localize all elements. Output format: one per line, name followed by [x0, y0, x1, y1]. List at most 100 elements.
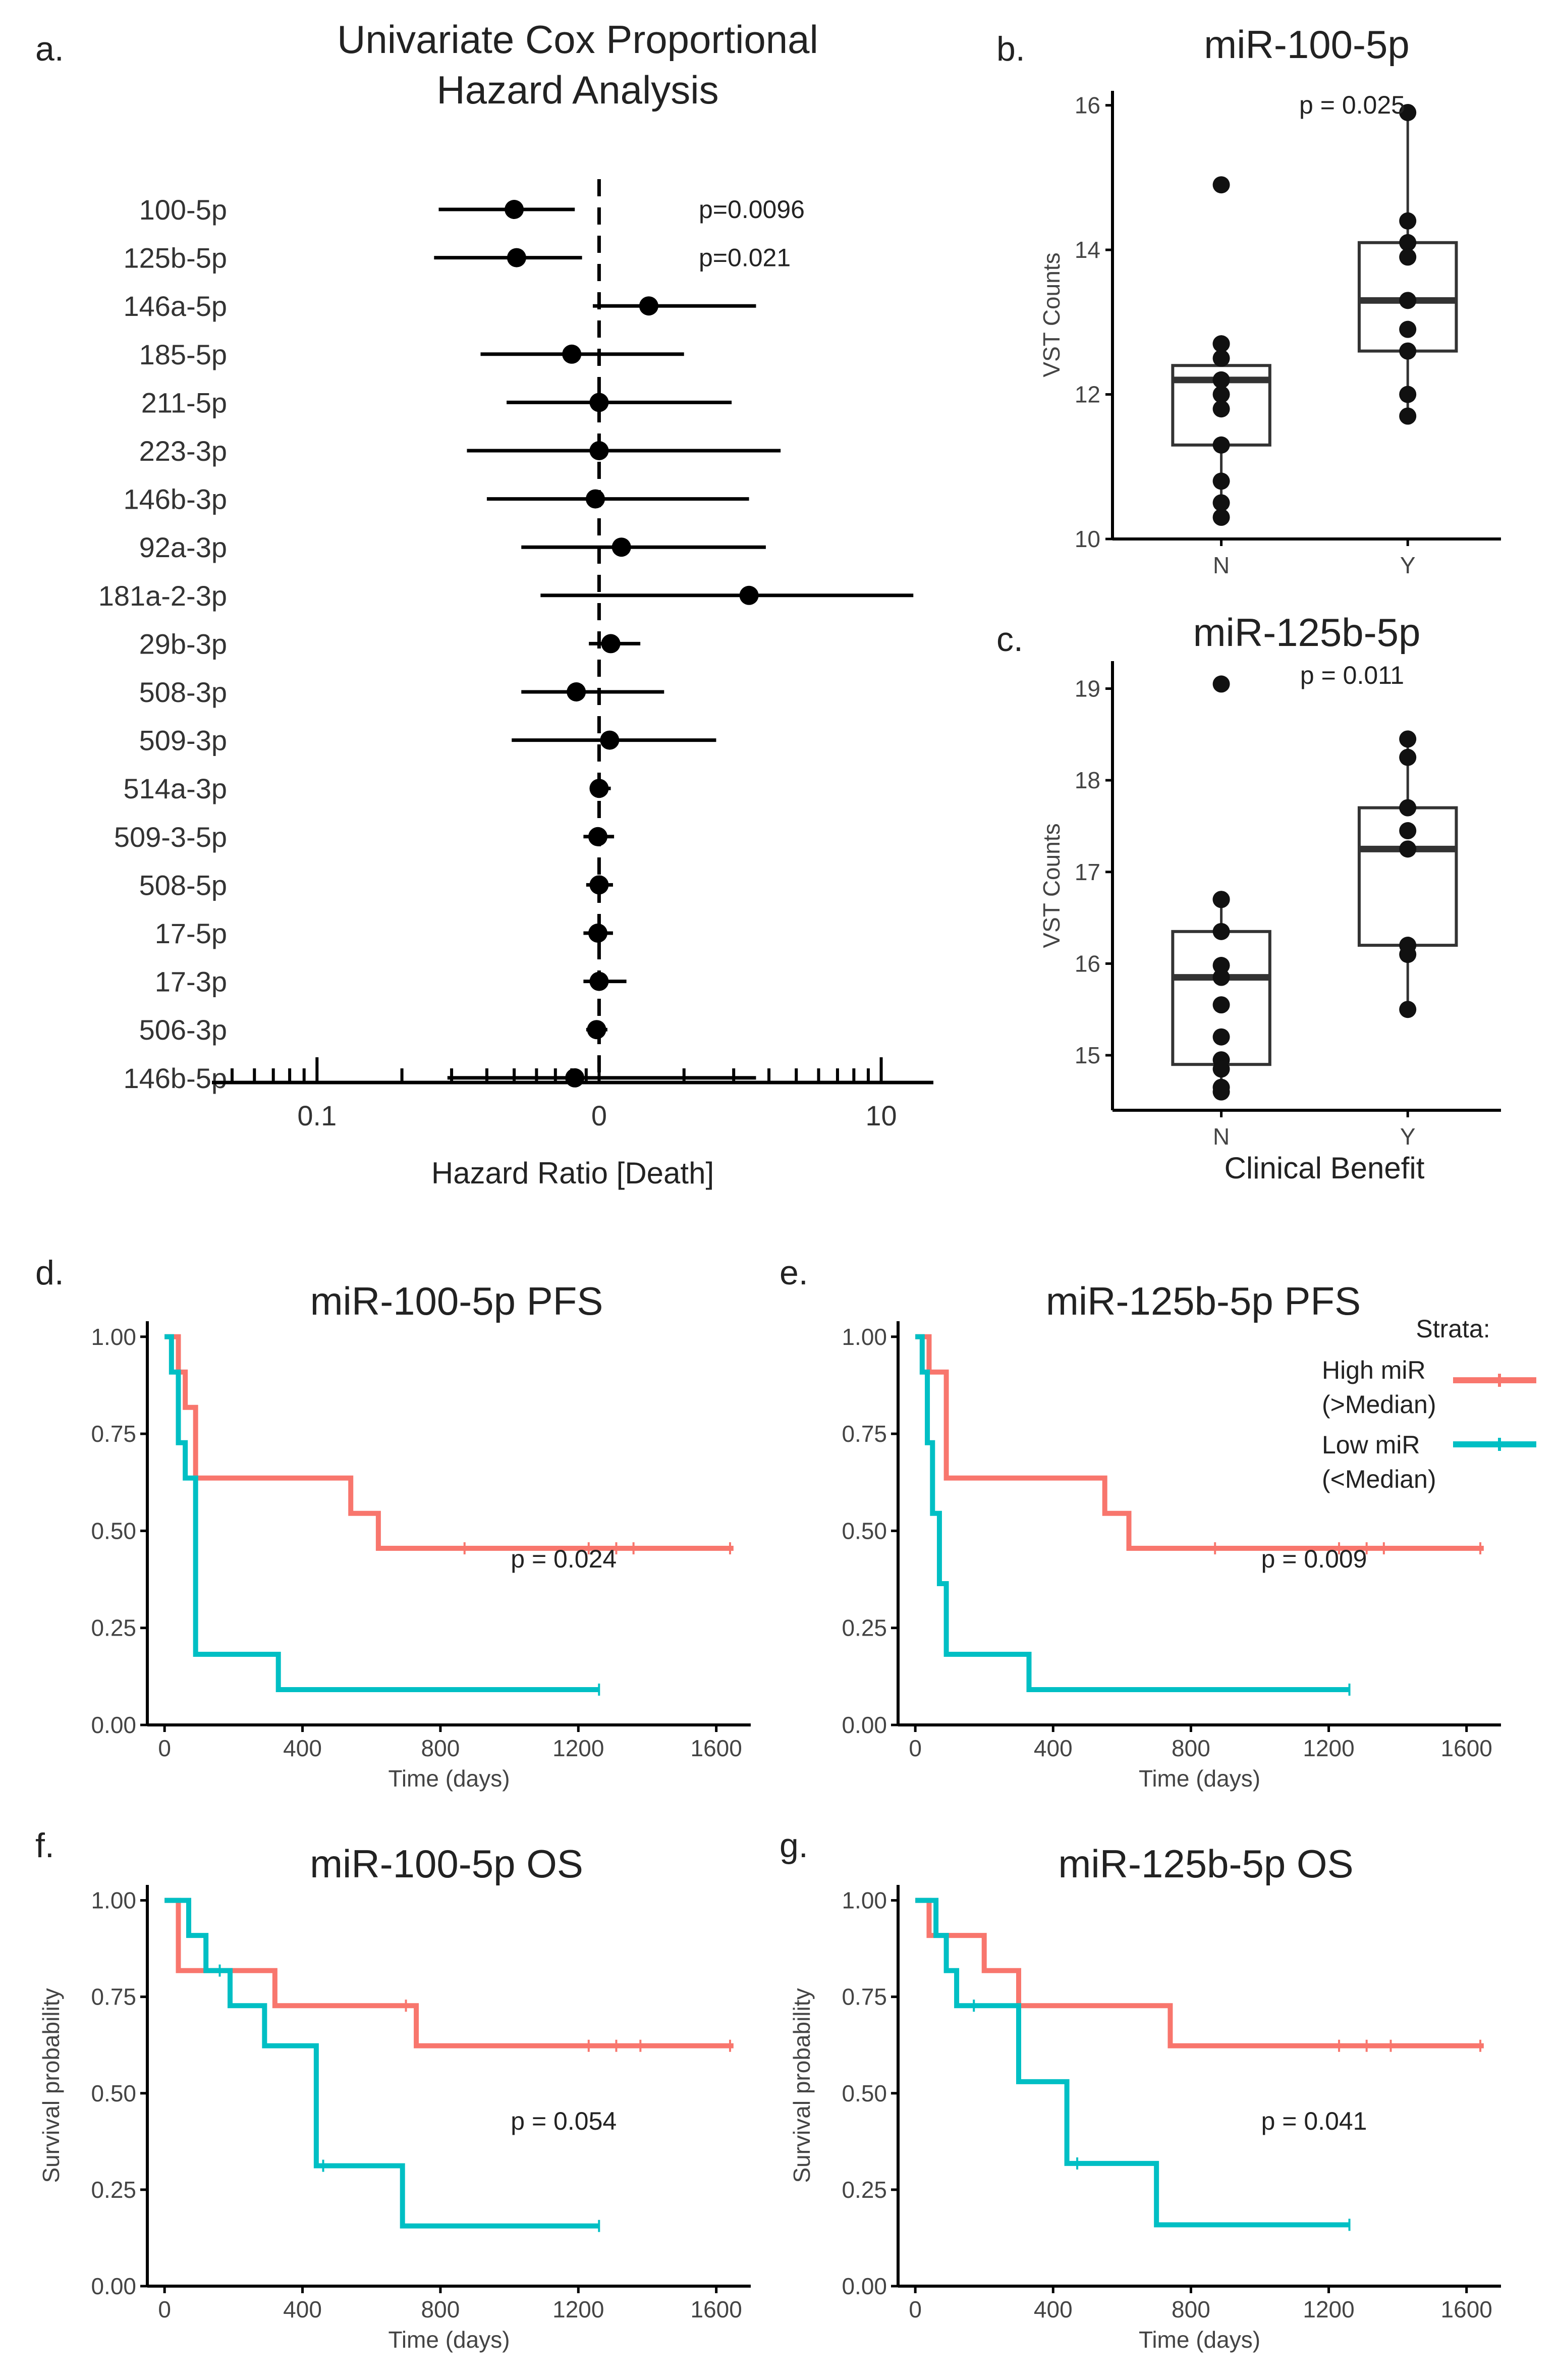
box-data-point — [1212, 1060, 1230, 1078]
forest-row-label: 146a-5p — [123, 290, 227, 322]
box-y-tick-label: 16 — [1075, 92, 1100, 119]
forest-point — [567, 682, 586, 701]
forest-point — [601, 634, 621, 654]
forest-row-label: 509-3p — [139, 725, 227, 756]
km-y-tick-label: 1.00 — [91, 1887, 136, 1914]
km-x-tick-label: 1200 — [1303, 2296, 1354, 2322]
box-y-tick-label: 16 — [1075, 950, 1100, 977]
km-x-tick-label: 1600 — [690, 2296, 742, 2322]
forest-row-label: 508-3p — [139, 676, 227, 708]
legend-high-line2: (>Median) — [1322, 1390, 1436, 1419]
forest-point — [562, 344, 582, 364]
box-data-point — [1212, 176, 1230, 194]
box-x-tick-label: N — [1213, 1123, 1230, 1150]
boxplot-c-title: miR-125b-5p — [1193, 610, 1421, 655]
km-x-tick-label: 0 — [158, 2296, 171, 2322]
km-y-tick-label: 0.00 — [91, 1712, 136, 1738]
box-data-point — [1212, 923, 1230, 940]
km-y-tick-label: 0.50 — [91, 2080, 136, 2106]
panel-letter-f: f. — [35, 1826, 54, 1865]
panel-letter-a: a. — [35, 30, 64, 68]
km-y-tick-label: 1.00 — [842, 1887, 887, 1914]
km-y-tick-label: 1.00 — [842, 1324, 887, 1350]
forest-row-label: 223-3p — [139, 435, 227, 467]
box-data-point — [1212, 371, 1230, 389]
box-data-point — [1399, 1001, 1417, 1018]
km-y-tick-label: 0.25 — [91, 1615, 136, 1641]
km-survival-curve — [164, 1898, 734, 2048]
forest-row-label: 509-3-5p — [114, 821, 227, 853]
forest-row-label: 185-5p — [139, 339, 227, 370]
forest-plot-area: 100-5p p=0.0096 125b-5p p=0.021 146a-5p 185-5… — [98, 179, 933, 1131]
box-data-point — [1399, 103, 1417, 121]
km-y-tick-label: 0.00 — [91, 2273, 136, 2299]
boxplot-panel-mir100: b. miR-100-5p 10 12 14 16 VST Counts N Yp = 0.… — [996, 22, 1501, 578]
forest-row-label: 17-5p — [155, 917, 227, 949]
box-data-point — [1212, 509, 1230, 526]
box-data-point — [1212, 1083, 1230, 1101]
panel-letter-d: d. — [35, 1254, 64, 1292]
km-x-tick-label: 1600 — [1441, 1735, 1492, 1761]
box-data-point — [1399, 320, 1417, 338]
forest-p-value: p=0.021 — [699, 244, 791, 272]
panel-letter-c: c. — [996, 620, 1023, 659]
forest-point — [589, 393, 609, 412]
box-data-point — [1399, 248, 1417, 266]
box-p-value: p = 0.025 — [1299, 91, 1405, 119]
box-y-tick-label: 14 — [1075, 237, 1100, 263]
km-x-tick-label: 400 — [283, 1735, 322, 1761]
km-d-title: miR-100-5p PFS — [310, 1279, 603, 1323]
km-x-tick-label: 0 — [158, 1735, 171, 1761]
forest-point — [589, 441, 609, 460]
km-panel-mir125b-pfs: e. miR-125b-5p PFS 0.000.250.500.751.000… — [780, 1254, 1536, 1792]
km-y-tick-label: 0.00 — [842, 1712, 887, 1738]
forest-title-line-1: Univariate Cox Proportional — [337, 17, 818, 62]
km-x-axis-label: Time (days) — [388, 2327, 510, 2353]
km-x-tick-label: 0 — [909, 2296, 922, 2322]
km-y-tick-label: 0.25 — [842, 2177, 887, 2203]
forest-title-line-2: Hazard Analysis — [436, 68, 718, 112]
box-data-point — [1212, 349, 1230, 367]
km-x-axis-label: Time (days) — [388, 1765, 510, 1792]
boxplot-c-area: 15 16 17 18 19 VST Counts N Yp = 0.011 — [1038, 661, 1501, 1150]
km-y-tick-label: 0.50 — [842, 1518, 887, 1544]
legend-high-line1: High miR — [1322, 1356, 1426, 1384]
box-y-tick-label: 17 — [1075, 859, 1100, 885]
box-data-point — [1212, 386, 1230, 403]
legend-low-line2: (<Median) — [1322, 1465, 1436, 1493]
km-x-tick-label: 400 — [1034, 2296, 1073, 2322]
km-p-value: p = 0.024 — [511, 1545, 617, 1573]
forest-row-label: 17-3p — [155, 966, 227, 998]
box-data-point — [1399, 386, 1417, 403]
km-y-tick-label: 0.25 — [91, 2177, 136, 2203]
km-survival-curve — [164, 1334, 599, 1692]
panel-letter-e: e. — [780, 1254, 808, 1292]
forest-row-label: 508-5p — [139, 869, 227, 901]
box-data-point — [1399, 799, 1417, 817]
boxplot-b-title: miR-100-5p — [1204, 22, 1409, 67]
box-y-axis-label: VST Counts — [1038, 823, 1065, 948]
box-data-point — [1399, 407, 1417, 425]
km-y-tick-label: 0.50 — [91, 1518, 136, 1544]
strata-legend: Strata: High miR (>Median) Low miR (<Med… — [1322, 1315, 1536, 1493]
boxplot-panel-mir125b: c. miR-125b-5p 15 16 17 18 19 VST Counts N Yp =… — [996, 610, 1501, 1185]
km-y-axis-label: Survival probability — [38, 1988, 64, 2183]
panel-letter-b: b. — [996, 30, 1025, 68]
km-p-value: p = 0.009 — [1261, 1545, 1367, 1573]
km-survival-curve — [915, 1898, 1484, 2048]
km-y-tick-label: 0.75 — [91, 1421, 136, 1447]
km-x-tick-label: 800 — [421, 2296, 460, 2322]
forest-point — [589, 971, 609, 991]
km-x-axis-label: Time (days) — [1139, 2327, 1260, 2353]
forest-p-value: p=0.0096 — [699, 195, 805, 224]
km-y-tick-label: 0.00 — [842, 2273, 887, 2299]
km-f-title: miR-100-5p OS — [310, 1842, 583, 1886]
km-panel-mir100-pfs: d. miR-100-5p PFS 0.00 0.25 0.50 0.75 1.00 0 4… — [35, 1254, 751, 1792]
forest-point — [739, 585, 759, 605]
km-g-title: miR-125b-5p OS — [1058, 1842, 1353, 1886]
box-data-point — [1212, 400, 1230, 418]
box-data-point — [1212, 675, 1230, 693]
km-x-axis-label: Time (days) — [1139, 1765, 1260, 1792]
km-survival-curve — [915, 1334, 1484, 1551]
